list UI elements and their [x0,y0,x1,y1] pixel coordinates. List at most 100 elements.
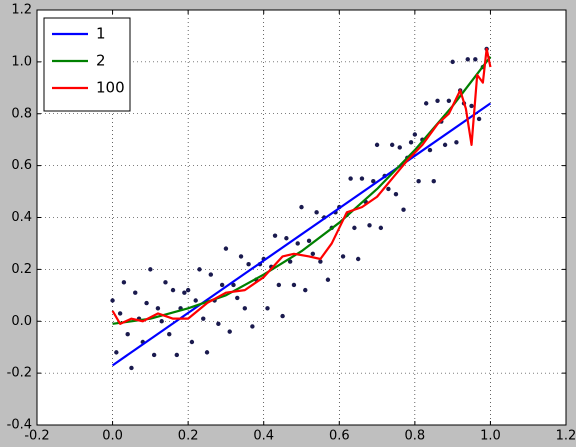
scatter-point [442,142,448,148]
scatter-point [318,259,323,264]
legend-label: 100 [96,79,125,97]
data [110,46,492,371]
scatter-point [185,287,191,293]
scatter-point [208,272,214,277]
scatter-point [246,261,251,267]
scatter-point [450,59,455,65]
x-tick-label: 0.8 [405,429,426,444]
scatter-point [114,350,119,355]
scatter-point [276,282,282,288]
scatter-point [110,298,115,303]
scatter-point [412,132,418,137]
legend-label: 2 [96,52,106,70]
scatter-point [284,236,289,241]
scatter-point [389,142,395,148]
scatter-point [167,332,172,337]
scatter-point [242,306,248,311]
scatter-point [197,267,202,272]
scatter-point [189,339,195,345]
scatter-point [303,287,308,293]
y-tick-label: 0.6 [11,158,32,173]
scatter-point [125,332,130,337]
scatter-point [295,241,300,246]
scatter-point [227,329,232,334]
scatter-point [280,313,285,319]
scatter-point [272,233,278,238]
scatter-point [291,282,297,288]
scatter-point [182,290,187,295]
scatter-point [117,311,123,316]
scatter-point [306,238,312,244]
y-tick-label: -0.2 [7,366,32,381]
scatter-point [476,116,482,122]
x-tick-label: 1.2 [556,429,576,444]
scatter-point [325,277,331,282]
scatter-point [340,254,346,259]
scatter-point [121,280,127,285]
x-tick-label: 1.0 [480,429,501,444]
scatter-point [250,324,255,329]
scatter-point [170,287,176,293]
scatter-point [231,282,236,288]
scatter-point [314,210,319,215]
scatter-point [446,98,452,103]
scatter-point [469,103,474,109]
y-tick-label: 0.0 [11,314,32,329]
scatter-point [155,306,161,311]
scatter-point [431,178,436,184]
fit-line [111,102,492,367]
scatter-point [386,186,391,192]
scatter-point [473,57,478,62]
scatter-point [401,207,406,212]
y-tick-label: 0.8 [11,106,32,121]
ticks: -0.2 0.0 0.2 0.4 0.6 0.8 1.0 1.2-0.4-0.20.00.20… [7,3,576,444]
scatter-point [427,147,433,153]
scatter-point [223,246,229,251]
scatter-point [235,295,240,301]
x-tick-label: 0.0 [102,429,123,444]
scatter-point [238,254,244,259]
scatter-point [287,259,293,264]
x-tick-label: 0.2 [178,429,199,444]
scatter-point [219,282,225,288]
scatter-point [174,352,180,358]
legend: 1 2 100 [43,17,131,112]
y-tick-label: 1.0 [11,54,32,69]
x-tick-label: 0.6 [329,429,350,444]
scatter-point [454,140,459,145]
scatter-point [408,140,414,145]
x-tick-label: -0.2 [24,429,49,444]
fit-line [112,56,492,325]
scatter-point [163,280,168,285]
y-tick-label: 0.2 [11,262,32,277]
scatter-point [352,225,357,231]
scatter-point [265,306,270,311]
scatter-point [348,176,353,181]
scatter-point [193,298,198,303]
legend-box [43,17,131,112]
scatter-point [435,98,440,103]
scatter-point [151,352,157,358]
y-tick-label: 0.4 [11,210,32,225]
y-tick-label: -0.4 [7,418,32,433]
scatter-point [129,365,134,371]
scatter-point [397,145,402,150]
scatter-point [371,178,376,184]
scatter-point [355,256,361,262]
scatter-point [367,223,372,228]
scatter-point [416,178,421,184]
scatter-point [374,142,380,148]
scatter-point [465,57,470,62]
fit-line [111,47,492,325]
scatter-point [359,176,365,181]
scatter-point [201,316,206,321]
scatter-point [133,290,138,295]
scatter-point [148,267,153,272]
scatter-point [378,225,384,231]
legend-label: 1 [96,25,106,43]
scatter-point [204,350,210,355]
scatter-point [299,204,304,210]
scatter-point [159,319,164,324]
y-tick-label: 1.2 [11,3,32,18]
